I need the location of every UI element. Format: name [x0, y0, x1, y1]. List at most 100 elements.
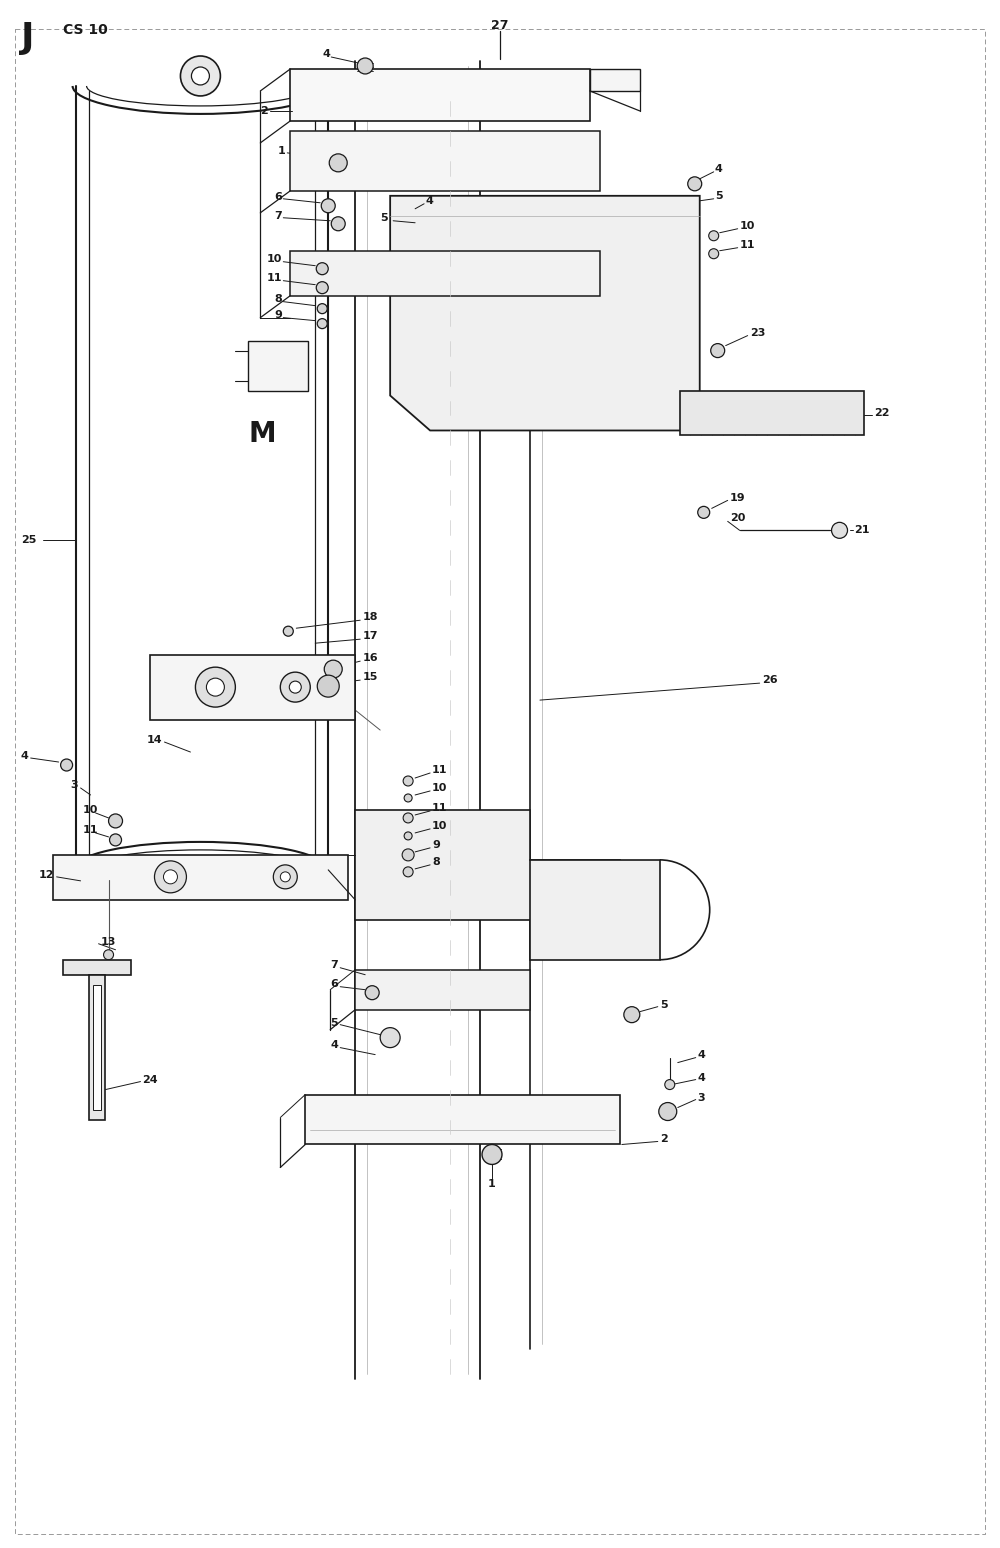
Circle shape	[195, 667, 235, 707]
Bar	[93, 985, 101, 1110]
Circle shape	[329, 153, 347, 172]
Circle shape	[289, 681, 301, 694]
Polygon shape	[290, 70, 590, 121]
Circle shape	[316, 263, 328, 274]
Text: 4: 4	[698, 1073, 706, 1082]
Circle shape	[61, 759, 73, 771]
Text: 14: 14	[147, 735, 162, 745]
Text: 17: 17	[362, 632, 378, 641]
Polygon shape	[290, 251, 600, 296]
Text: 9: 9	[432, 841, 440, 850]
Text: 4: 4	[21, 751, 29, 762]
Polygon shape	[248, 341, 308, 390]
Text: CS 10: CS 10	[63, 23, 107, 37]
Circle shape	[365, 986, 379, 1000]
Text: 3: 3	[698, 1093, 705, 1102]
Circle shape	[404, 831, 412, 841]
Text: 21: 21	[855, 525, 870, 536]
Circle shape	[709, 231, 719, 241]
Text: 6: 6	[330, 978, 338, 989]
Circle shape	[698, 506, 710, 519]
Circle shape	[482, 1144, 502, 1164]
Text: 6: 6	[274, 192, 282, 201]
Text: 4: 4	[698, 1050, 706, 1060]
Text: 4: 4	[425, 195, 433, 206]
Circle shape	[403, 776, 413, 786]
Text: 4: 4	[715, 164, 723, 173]
Polygon shape	[355, 810, 620, 920]
Text: 3: 3	[71, 780, 78, 789]
Circle shape	[665, 1079, 675, 1090]
Circle shape	[317, 675, 339, 697]
Text: 10: 10	[83, 805, 98, 814]
Text: 24: 24	[142, 1074, 158, 1085]
Circle shape	[688, 176, 702, 190]
Text: 2: 2	[660, 1135, 668, 1144]
Circle shape	[280, 672, 310, 703]
Text: 11: 11	[740, 240, 755, 249]
Circle shape	[110, 834, 122, 845]
Text: 11: 11	[432, 765, 448, 776]
Text: J: J	[21, 22, 34, 56]
Text: 27: 27	[491, 19, 509, 33]
Polygon shape	[530, 859, 660, 960]
Text: 11: 11	[83, 825, 98, 834]
Circle shape	[321, 198, 335, 212]
Text: 4: 4	[322, 50, 330, 59]
Text: 26: 26	[762, 675, 777, 686]
Circle shape	[659, 1102, 677, 1121]
Text: 16: 16	[362, 653, 378, 663]
Text: 2: 2	[261, 105, 268, 116]
Polygon shape	[53, 854, 348, 899]
Circle shape	[206, 678, 224, 697]
Text: 1: 1	[488, 1180, 496, 1189]
Text: 5: 5	[331, 1017, 338, 1028]
Polygon shape	[89, 975, 105, 1119]
Circle shape	[273, 865, 297, 889]
Polygon shape	[305, 1094, 620, 1144]
Circle shape	[404, 794, 412, 802]
Circle shape	[403, 867, 413, 876]
Text: M: M	[248, 421, 276, 449]
Circle shape	[624, 1006, 640, 1023]
Circle shape	[154, 861, 186, 893]
Text: 10: 10	[432, 820, 447, 831]
Text: 20: 20	[730, 514, 745, 523]
Circle shape	[180, 56, 220, 96]
Circle shape	[317, 319, 327, 328]
Circle shape	[163, 870, 177, 884]
Circle shape	[357, 57, 373, 74]
Text: 9: 9	[274, 310, 282, 319]
Polygon shape	[290, 132, 600, 190]
Circle shape	[324, 659, 342, 678]
Text: 12: 12	[39, 870, 55, 879]
Text: 10: 10	[267, 254, 282, 263]
Circle shape	[402, 848, 414, 861]
Polygon shape	[390, 195, 700, 430]
Text: 11: 11	[267, 272, 282, 283]
Polygon shape	[63, 960, 131, 975]
Text: 13: 13	[101, 937, 116, 947]
Circle shape	[191, 67, 209, 85]
Polygon shape	[355, 969, 530, 1009]
Circle shape	[709, 249, 719, 259]
Polygon shape	[150, 655, 355, 720]
Text: 4: 4	[330, 1040, 338, 1050]
Text: 10: 10	[432, 783, 447, 793]
Text: 10: 10	[740, 221, 755, 231]
Text: 5: 5	[660, 1000, 667, 1009]
Circle shape	[711, 344, 725, 358]
Circle shape	[109, 814, 123, 828]
Text: 7: 7	[275, 211, 282, 221]
Text: 5: 5	[715, 190, 722, 201]
Text: 18: 18	[362, 611, 378, 622]
Text: 22: 22	[874, 407, 890, 418]
Text: 8: 8	[432, 858, 440, 867]
Circle shape	[832, 522, 848, 539]
Text: 15: 15	[362, 672, 378, 683]
Circle shape	[316, 282, 328, 294]
Text: 23: 23	[750, 328, 765, 337]
Circle shape	[283, 627, 293, 636]
Circle shape	[280, 872, 290, 882]
Text: 19: 19	[730, 494, 745, 503]
